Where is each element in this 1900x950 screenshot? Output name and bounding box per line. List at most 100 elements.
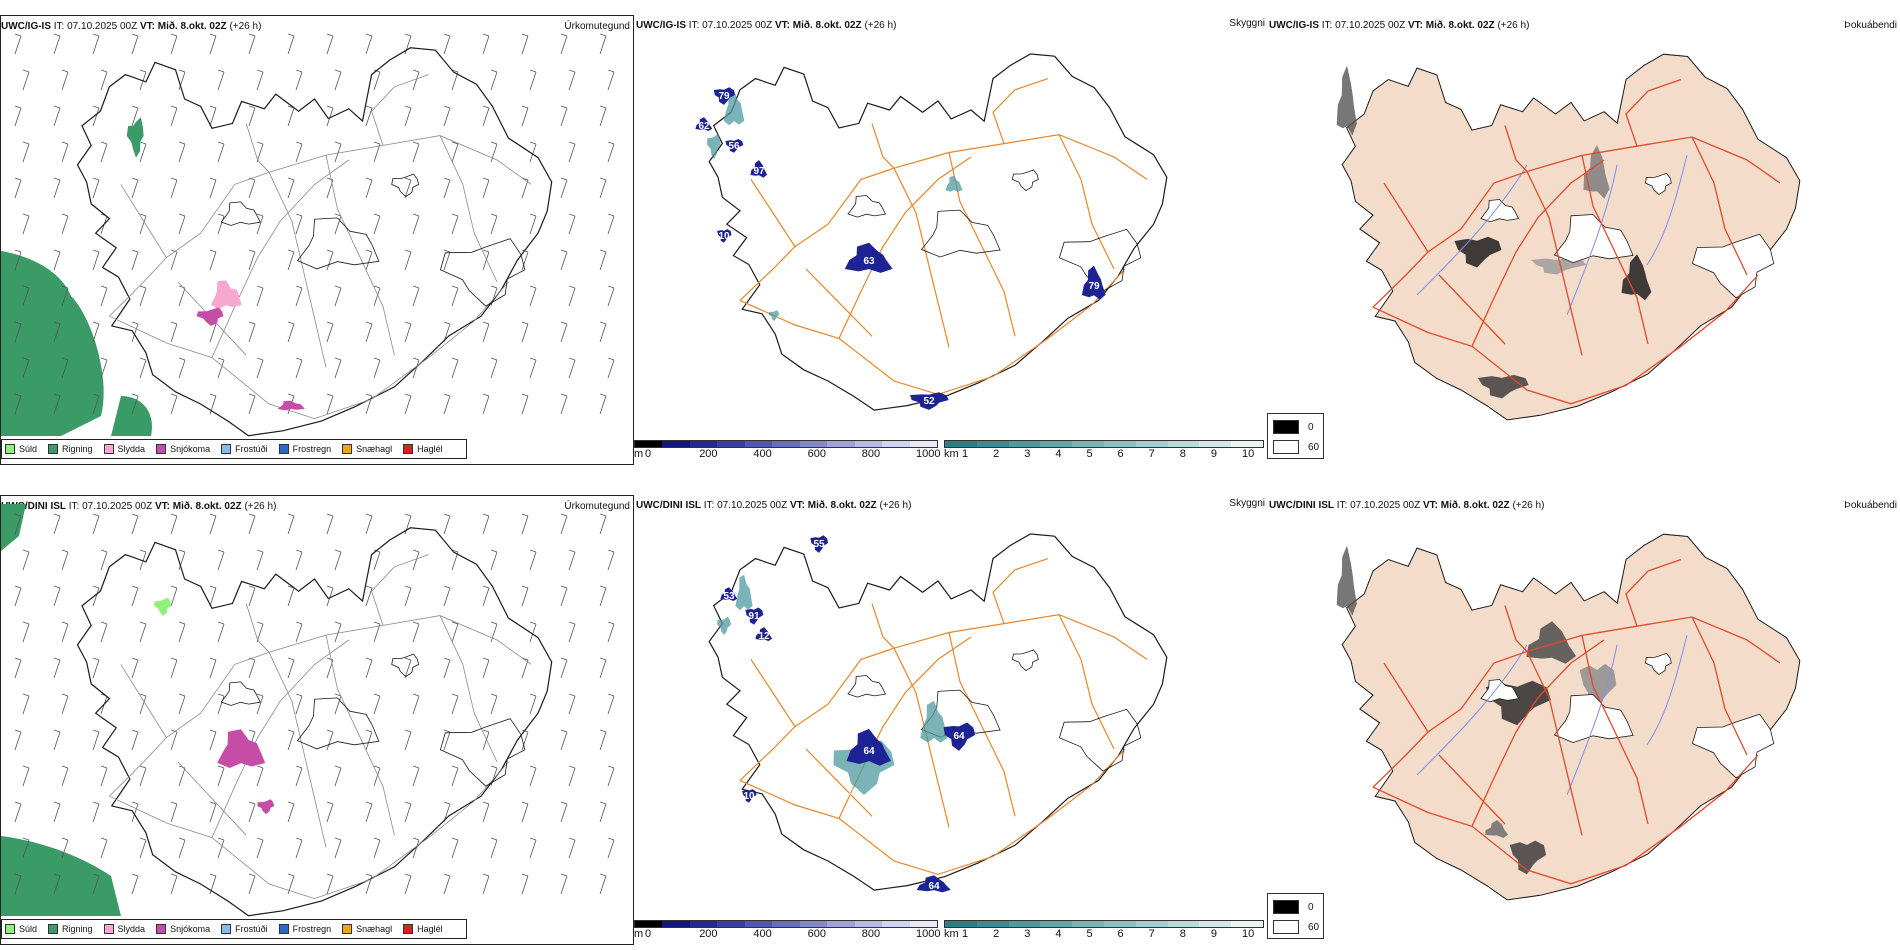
road-9 [177, 761, 247, 836]
precip-panel-1: UWC/IG-IS IT: 07.10.2025 00Z VT: Mið. 8.… [0, 15, 634, 465]
precip-legend-2: Súld Rigning Slydda Snjókoma Frostúði Frostre… [1, 919, 467, 939]
wind-barb [568, 213, 576, 235]
colorbar-tick: 800 [861, 928, 881, 940]
wind-barb [412, 693, 420, 715]
road-0 [1372, 274, 1759, 405]
colorbar-cell [635, 441, 663, 447]
wind-barb [326, 873, 334, 895]
wind-barb [61, 69, 69, 91]
wind-barb [365, 585, 373, 607]
fog-area [1336, 545, 1357, 616]
wind-barb [100, 621, 108, 643]
glacier-outline-3 [1011, 169, 1039, 192]
colorbar-tick: 4 [1055, 928, 1062, 940]
legend-swatch [103, 444, 114, 454]
legend-item: Rigning [48, 924, 93, 934]
wind-barb [482, 177, 490, 199]
wind-barb [373, 621, 381, 643]
low-visibility-area [945, 175, 963, 192]
wind-barb [92, 177, 100, 199]
wind-barb [521, 33, 529, 55]
precip-map-2 [1, 504, 615, 917]
wind-barb [529, 213, 537, 235]
fog-area [1485, 820, 1509, 838]
legend-label: Rigning [62, 924, 93, 934]
low-visibility-area [707, 133, 721, 159]
wind-barb [482, 729, 490, 751]
wind-barb [209, 33, 217, 55]
wind-barb [178, 141, 186, 163]
wind-barb [100, 549, 108, 571]
wind-barb [326, 249, 334, 271]
legend-item: Frostúði [221, 924, 268, 934]
road-2 [1471, 639, 1605, 827]
road-8 [1504, 125, 1528, 172]
wind-barb [14, 513, 22, 535]
wind-barb [170, 249, 178, 271]
wind-barb [92, 513, 100, 535]
wind-barb [521, 585, 529, 607]
cloud-base-value: 79 [1088, 281, 1100, 292]
wind-barb [139, 765, 147, 787]
fog-legend-item: 0 [1273, 420, 1314, 434]
glacier-outline-1 [1058, 228, 1142, 292]
wind-barb [287, 657, 295, 679]
cloudbase-panel-2: UWC/DINI ISL IT: 07.10.2025 00Z VT: Mið.… [634, 495, 1267, 945]
wind-barb [248, 801, 256, 823]
colorbar-cell [717, 441, 745, 447]
wind-barb [170, 585, 178, 607]
visibility-value: 03 [849, 787, 859, 797]
wind-barb [287, 513, 295, 535]
legend-swatch [48, 924, 59, 934]
wind-barb [209, 249, 217, 271]
wind-barb [529, 549, 537, 571]
wind-barb [568, 765, 576, 787]
wind-barb [607, 549, 615, 571]
cloud-base-value: 12 [758, 631, 770, 642]
low-cloud-area [844, 242, 893, 273]
colorbar-cell [689, 441, 718, 447]
legend-label: Frostúði [235, 924, 268, 934]
road-7 [371, 74, 429, 146]
colorbar-tick: 10 [1242, 448, 1255, 460]
low-cloud-area [810, 535, 829, 553]
river [1416, 164, 1528, 296]
low-cloud-area [720, 587, 738, 601]
glacier-outline-1 [439, 238, 526, 307]
wind-barb [334, 621, 342, 643]
wind-barb [139, 285, 147, 307]
colorbar-tick: 0 [645, 928, 652, 940]
fog-panel-2: UWC/DINI ISL IT: 07.10.2025 00Z VT: Mið.… [1267, 495, 1900, 945]
colorbar-tick: 2 [993, 928, 1000, 940]
wind-barb [53, 729, 61, 751]
wind-barb [404, 657, 412, 679]
wind-barb [365, 249, 373, 271]
colorbar-cell [1008, 441, 1041, 447]
wind-barb [521, 105, 529, 127]
road-9 [805, 268, 873, 337]
wind-barb [53, 177, 61, 199]
wind-barb [451, 285, 459, 307]
wind-barb [209, 657, 217, 679]
colorbar-tick: 800 [861, 448, 881, 460]
wind-barb [560, 801, 568, 823]
wind-barb [22, 141, 30, 163]
wind-barb [178, 69, 186, 91]
colorbar-tick: 600 [807, 928, 826, 940]
legend-swatch [221, 444, 232, 454]
wind-barb [248, 657, 256, 679]
wind-barb [248, 321, 256, 343]
road-7 [1625, 558, 1682, 627]
wind-barb [209, 177, 217, 199]
wind-barb [599, 657, 607, 679]
wind-barb [326, 513, 334, 535]
road-0 [109, 281, 509, 420]
road-8 [1504, 605, 1528, 652]
wind-barb [451, 837, 459, 859]
wind-barb [295, 765, 303, 787]
cloudbase-header-2: UWC/DINI ISL IT: 07.10.2025 00Z VT: Mið.… [636, 500, 912, 511]
wind-barb [100, 285, 108, 307]
wind-barb [14, 393, 22, 415]
colorbar-cell [744, 921, 773, 927]
cloud-base-value: 62 [698, 121, 710, 132]
